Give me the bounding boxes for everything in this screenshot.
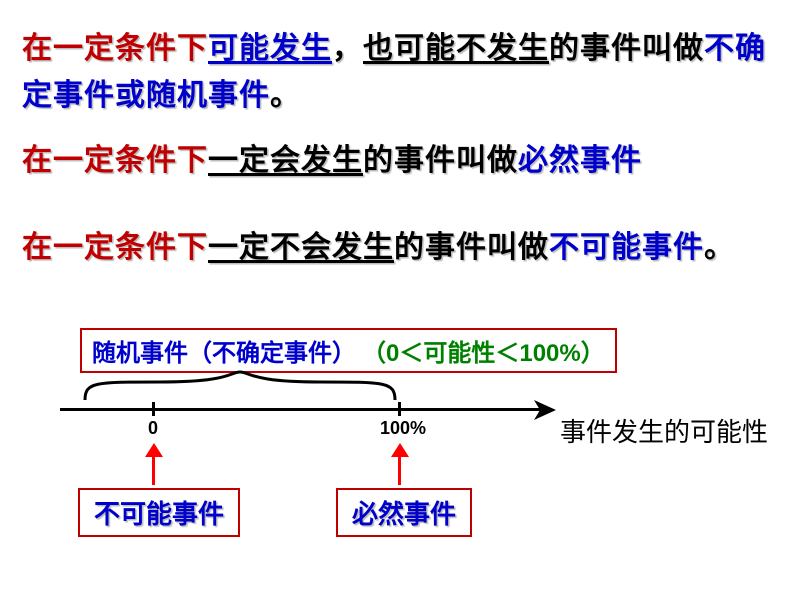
red-arrow-shaft (152, 455, 155, 485)
axis-arrow-icon (534, 400, 556, 420)
txt: 必然事件 (352, 500, 456, 529)
txt: 一定不会发生 (208, 231, 394, 264)
txt: 也可能不发生 (363, 32, 549, 65)
label-hundred: 100% (380, 418, 426, 439)
axis-caption: 事件发生的可能性 (560, 412, 768, 449)
certain-event-box: 必然事件 (336, 488, 472, 537)
txt: （0＜可能性＜100%） (362, 340, 605, 367)
tick-zero (152, 402, 155, 416)
txt: 的事件叫做 (549, 32, 704, 65)
txt: 在一定条件下 (22, 144, 208, 177)
txt: 。 (270, 79, 301, 112)
red-arrow-shaft (398, 455, 401, 485)
txt: 必然事件 (518, 144, 642, 177)
txt: 随机事件（不确定事件） (92, 341, 356, 367)
txt: ， (332, 32, 363, 65)
red-arrow-head-icon (391, 443, 409, 457)
txt: 可能发生 (208, 32, 332, 65)
txt: 不可能事件 (549, 231, 704, 264)
definition-impossible-event: 在一定条件下一定不会发生的事件叫做不可能事件。 (22, 225, 772, 272)
txt: 不可能事件 (94, 500, 224, 529)
definition-certain-event: 在一定条件下一定会发生的事件叫做必然事件 (22, 138, 794, 185)
random-event-range-box: 随机事件（不确定事件） （0＜可能性＜100%） (80, 328, 617, 373)
definition-random-event: 在一定条件下可能发生，也可能不发生的事件叫做不确定事件或随机事件。 (22, 26, 772, 119)
number-line (60, 408, 540, 411)
tick-hundred (398, 402, 401, 416)
red-arrow-head-icon (145, 443, 163, 457)
txt: 的事件叫做 (394, 231, 549, 264)
txt: 在一定条件下 (22, 231, 208, 264)
label-zero: 0 (148, 418, 158, 439)
txt: 。 (704, 231, 735, 264)
txt: 在一定条件下 (22, 32, 208, 65)
txt: 一定会发生 (208, 144, 363, 177)
curly-brace-icon (80, 370, 400, 406)
impossible-event-box: 不可能事件 (78, 488, 240, 537)
txt: 的事件叫做 (363, 144, 518, 177)
